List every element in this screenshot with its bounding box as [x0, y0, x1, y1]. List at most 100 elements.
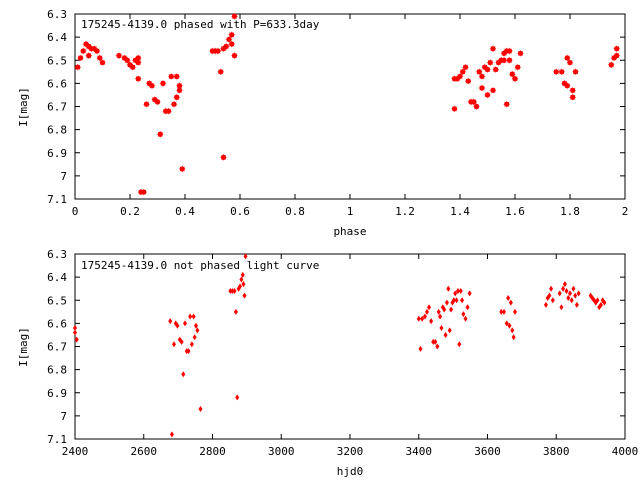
y-tick-label: 6.9 — [47, 147, 67, 160]
data-point — [502, 308, 506, 315]
x-tick-label: 1 — [347, 205, 354, 218]
data-point — [506, 294, 511, 301]
data-point — [463, 315, 468, 322]
data-point — [214, 47, 222, 55]
x-tick-label: 3200 — [337, 445, 364, 458]
data-point — [486, 58, 494, 67]
data-point — [563, 54, 571, 62]
data-point — [239, 276, 244, 283]
data-point — [242, 292, 247, 299]
x-tick-label: 2800 — [199, 445, 226, 458]
x-ticks: 2400 2600 2800 3000 3200 3400 3600 3800 4000 — [62, 254, 638, 458]
y-tick-label: 6.5 — [47, 54, 67, 67]
data-point — [134, 58, 142, 67]
data-point — [508, 299, 513, 306]
data-point — [142, 100, 151, 108]
data-point — [459, 68, 467, 76]
data-point — [228, 31, 236, 39]
data-point — [566, 294, 571, 301]
data-point — [73, 329, 77, 336]
x-tick-label: 3000 — [268, 445, 295, 458]
data-point — [569, 86, 577, 94]
data-point — [516, 49, 525, 57]
data-point — [429, 318, 434, 325]
x-tick-label: 0.2 — [120, 205, 140, 218]
data-point — [444, 299, 449, 306]
data-point — [186, 348, 191, 355]
data-point — [503, 100, 511, 108]
data-point — [559, 304, 564, 311]
data-point — [230, 52, 239, 60]
data-point — [504, 320, 509, 327]
data-point — [243, 253, 248, 260]
data-point — [181, 371, 186, 378]
y-tick-label: 6.6 — [47, 317, 67, 330]
data-point — [123, 56, 131, 64]
data-point — [514, 63, 522, 71]
y-tick-label: 6.8 — [47, 364, 67, 377]
data-point — [153, 98, 162, 106]
data-point — [198, 405, 203, 412]
data-point — [457, 341, 462, 348]
data-point — [168, 318, 173, 325]
data-point — [422, 313, 427, 320]
data-point — [420, 315, 425, 322]
data-point — [175, 322, 180, 329]
data-point — [427, 304, 432, 311]
data-point — [418, 345, 423, 352]
data-point — [240, 271, 245, 278]
data-point — [438, 313, 443, 320]
data-point — [73, 325, 77, 331]
data-point — [571, 285, 576, 292]
y-tick-label: 7.1 — [47, 193, 67, 206]
x-tick-label: 0 — [72, 205, 79, 218]
data-point — [470, 98, 478, 106]
x-ticks: 0 0.2 0.4 0.6 0.8 1 1.2 1.4 1.6 1.8 2 — [72, 14, 628, 218]
x-tick-label: 0.4 — [175, 205, 195, 218]
data-point — [222, 42, 230, 50]
data-points — [73, 253, 607, 438]
data-point — [460, 297, 465, 304]
data-point — [230, 288, 235, 294]
data-point — [167, 72, 175, 81]
data-point — [510, 327, 515, 334]
data-point — [598, 301, 603, 308]
data-point — [179, 338, 184, 345]
data-point — [169, 431, 174, 438]
chart-title: 175245-4139.0 not phased light curve — [81, 259, 319, 272]
data-point — [436, 308, 441, 315]
data-point — [148, 82, 156, 90]
data-point — [558, 68, 566, 76]
data-point — [443, 331, 448, 338]
x-tick-label: 1.8 — [560, 205, 580, 218]
data-point — [156, 130, 164, 138]
data-point — [547, 292, 552, 299]
y-tick-label: 7.1 — [47, 433, 67, 446]
data-point — [439, 325, 444, 331]
data-point — [563, 82, 571, 90]
data-point — [607, 61, 615, 69]
data-point — [489, 86, 497, 94]
data-point — [230, 12, 239, 20]
data-point — [499, 308, 504, 315]
x-tick-label: 1.4 — [450, 205, 470, 218]
y-ticks: 6.3 6.4 6.5 6.6 6.7 6.8 6.9 7 7.1 — [47, 248, 625, 446]
y-axis-label: I[mag] — [17, 327, 30, 367]
y-axis-label: I[mag] — [17, 87, 30, 127]
data-point — [613, 52, 621, 60]
phased-light-curve-panel: 0 0.2 0.4 0.6 0.8 1 1.2 1.4 1.6 1.8 2 6.3 6.4 6.5 6.6… — [17, 8, 628, 238]
data-point — [568, 290, 572, 297]
x-axis-label: hjd0 — [337, 465, 364, 478]
data-point — [189, 341, 194, 348]
x-tick-label: 3800 — [543, 445, 570, 458]
data-point — [508, 70, 516, 78]
data-point — [566, 58, 574, 67]
data-point — [511, 334, 516, 341]
x-tick-label: 3600 — [474, 445, 501, 458]
data-point — [549, 285, 554, 292]
data-point — [173, 72, 181, 81]
y-tick-label: 6.9 — [47, 387, 67, 400]
